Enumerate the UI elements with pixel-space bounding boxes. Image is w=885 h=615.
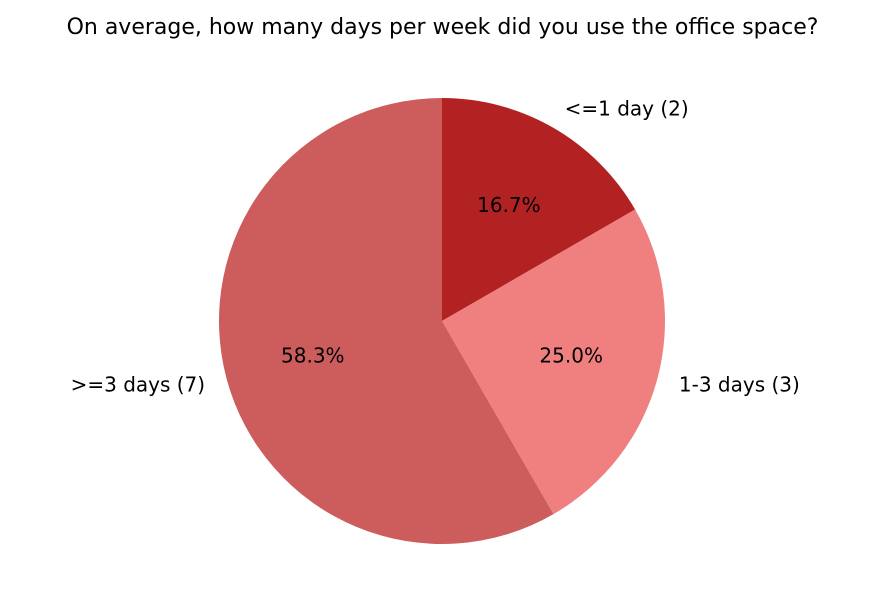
chart-title: On average, how many days per week did y… — [66, 15, 819, 40]
pie-slice-label-2: 1-3 days (3) — [679, 373, 800, 397]
pie-slice-label-1: <=1 day (2) — [565, 97, 689, 121]
pie-pct-label-3: 58.3% — [281, 344, 345, 368]
pie-slice-1 — [442, 98, 636, 321]
pie-slice-label-3: >=3 days (7) — [71, 373, 206, 397]
pie-slice-3 — [218, 97, 554, 545]
pie-slice-2 — [442, 209, 665, 515]
pie-pct-label-2: 25.0% — [539, 344, 603, 368]
pie-pct-label-1: 16.7% — [477, 193, 541, 217]
